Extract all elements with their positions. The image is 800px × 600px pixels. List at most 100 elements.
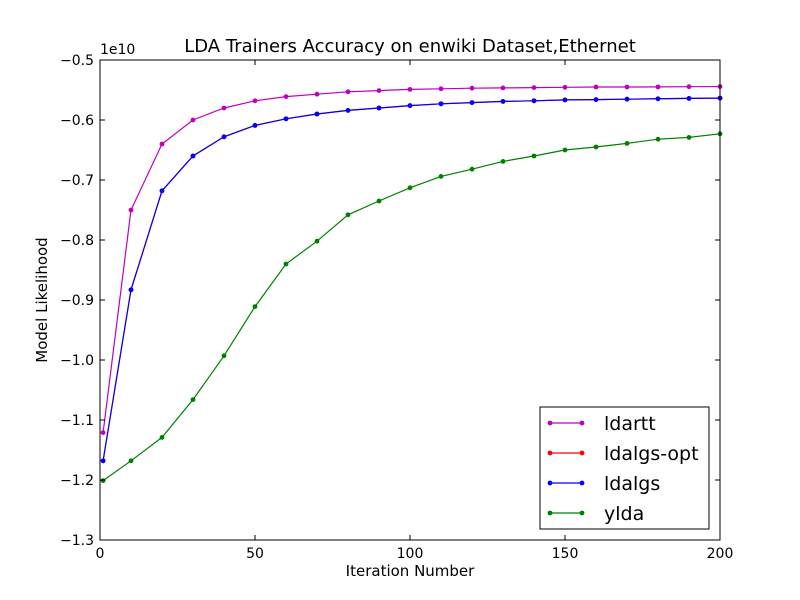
data-point [562,147,568,153]
y-tick-label: −0.6 [60,113,94,129]
plot-frame [99,59,721,541]
x-tick-label: 150 [552,546,579,562]
data-point [190,117,196,123]
data-point [376,88,382,93]
data-point [469,85,475,91]
data-point [531,153,537,159]
data-point [500,85,506,91]
legend-marker [547,450,553,456]
y-tick-label: −0.9 [60,293,94,309]
data-point [314,238,320,244]
legend-item-ldartt: ldartt [547,413,656,435]
legend-label: ldalgs [604,473,660,495]
data-point [624,84,630,90]
data-point [624,141,630,146]
legend-marker [579,510,585,516]
x-axis-label: Iteration Number [346,562,475,580]
data-point [221,353,227,359]
data-point [283,94,289,99]
series-ylda [100,131,723,483]
data-point [221,105,227,111]
legend-marker [547,480,553,486]
legend-label: ldalgs-opt [604,443,699,465]
data-point [686,96,692,101]
data-point [438,101,444,107]
data-point [593,97,599,102]
y-tick-label: −1.0 [60,353,94,369]
data-point [221,134,227,140]
data-point [190,397,196,402]
data-point [159,435,165,440]
legend-box [539,406,710,530]
data-point [345,108,351,113]
data-point [376,198,382,204]
data-point [655,96,661,102]
data-point [314,91,320,97]
data-point [438,174,444,179]
y-axis-label: Model Likelihood [33,237,51,362]
x-tick-label: 100 [397,546,424,562]
legend-label: ldartt [604,413,656,435]
data-point [159,188,165,194]
data-point [159,141,165,147]
x-tick-label: 200 [707,546,734,562]
data-point [655,84,661,90]
data-point [469,100,475,105]
legend-marker [579,450,585,456]
legend-label: ylda [604,503,644,525]
data-point [407,103,413,108]
data-point [314,111,320,117]
data-point [686,135,692,140]
chart-title: LDA Trainers Accuracy on enwiki Dataset,… [184,36,636,57]
y-tick-label: −1.2 [60,473,94,489]
data-point [531,85,537,90]
data-point [500,159,506,164]
legend-marker [547,510,553,516]
x-tick-label: 0 [96,546,105,562]
y-tick-label: −1.1 [60,413,94,429]
series-layer [100,84,723,483]
x-tick-label: 50 [246,546,264,562]
legend-marker [547,420,553,426]
legend-marker [579,420,585,426]
series-ldartt [100,84,723,435]
data-point [593,144,599,150]
data-point [407,87,413,92]
y-tick-label: −0.5 [60,53,94,69]
data-point [283,261,289,267]
data-point [531,98,537,104]
data-point [128,458,134,464]
legend-item-ldalgs: ldalgs [547,473,660,495]
data-point [407,185,413,191]
data-point [283,116,289,122]
data-point [190,153,196,159]
data-point [469,166,475,172]
data-point [128,207,134,213]
legend-marker [579,480,585,486]
legend-item-ldalgs-opt: ldalgs-opt [547,443,699,465]
data-point [686,84,692,90]
legend-item-ylda: ylda [547,503,644,525]
series-ldalgs [100,95,723,464]
data-point [500,99,506,104]
data-point [128,287,134,293]
data-point [438,86,444,92]
data-point [593,84,599,90]
data-point [624,96,630,102]
y-offset-label: 1e10 [100,42,135,58]
data-point [562,97,568,103]
tick-layer: 0 50 100 150 200 −0.5 −0.6 −0.7 −0.8 −0.9 −1.0 −1.1… [60,53,733,562]
data-point [100,478,106,483]
y-tick-label: −1.3 [60,533,94,549]
legend: ldartt ldalgs-opt ldalgs ylda [539,406,710,530]
y-tick-label: −0.7 [60,173,94,189]
data-point [252,98,258,104]
data-point [376,105,382,111]
data-point [562,84,568,90]
data-point [345,89,351,95]
data-point [100,430,106,435]
data-point [655,136,661,142]
data-point [345,212,351,218]
data-point [100,458,106,464]
